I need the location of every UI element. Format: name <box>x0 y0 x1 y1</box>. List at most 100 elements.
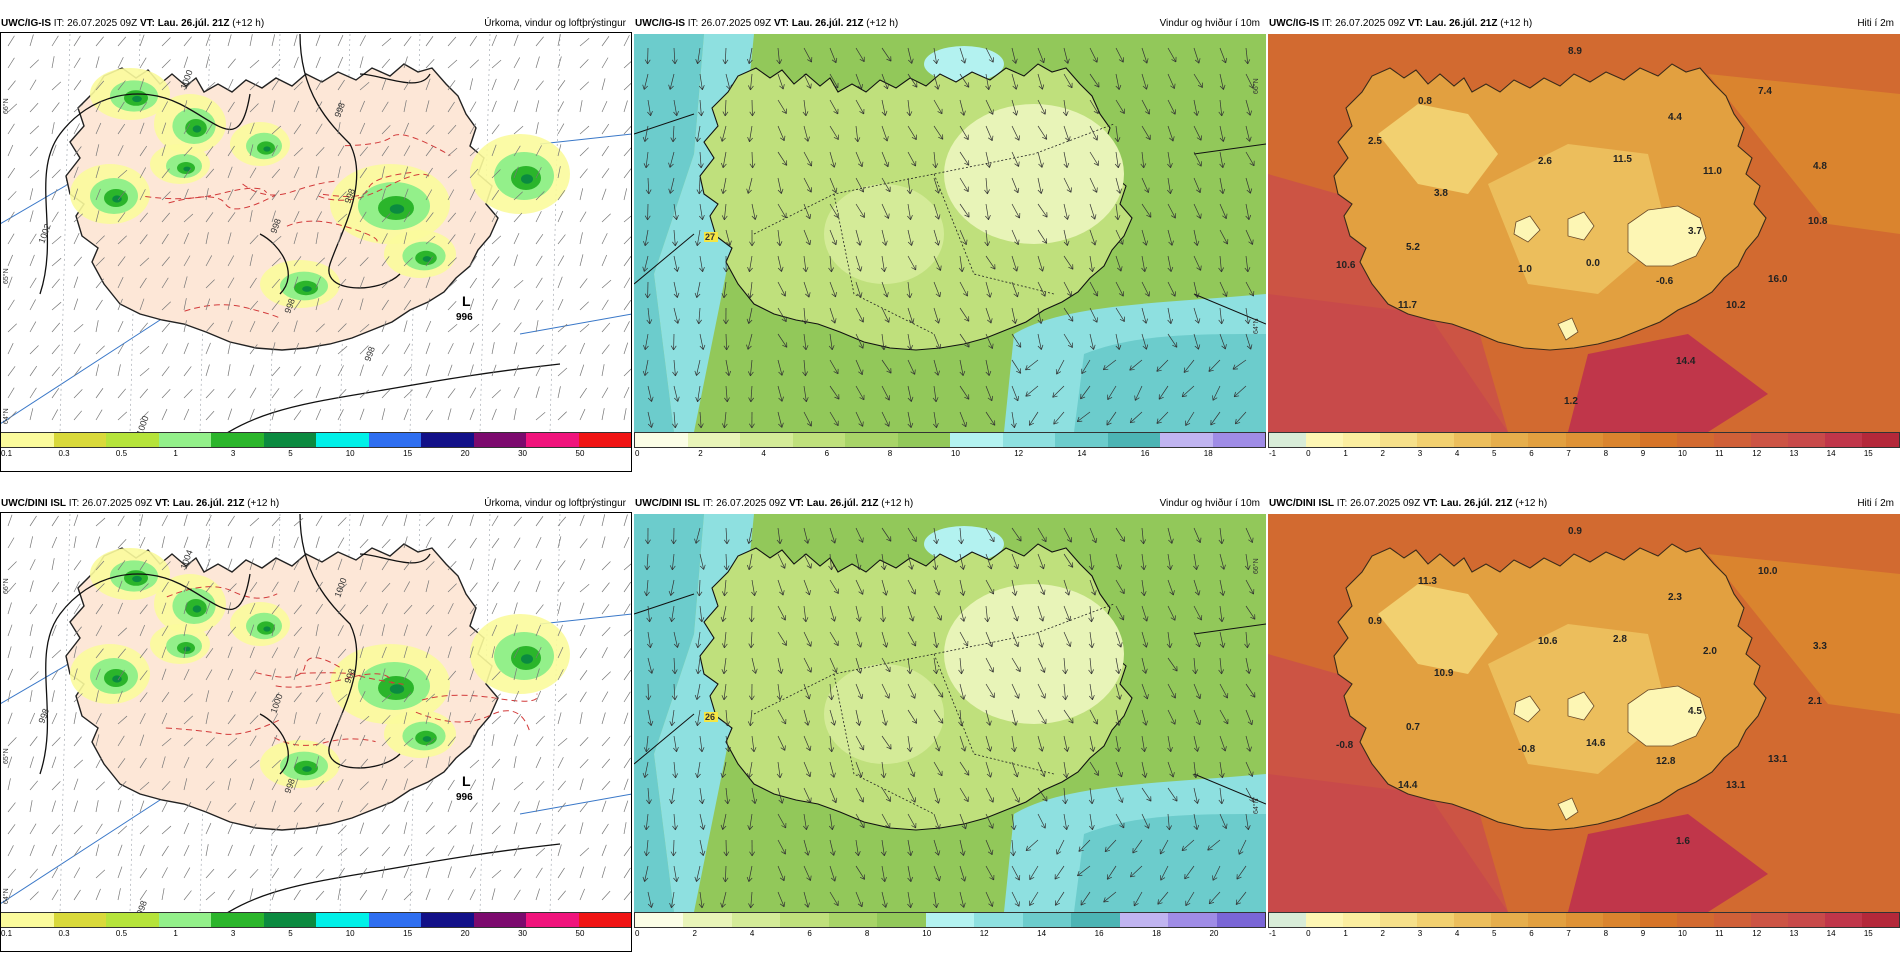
temp-label: 11.3 <box>1418 576 1437 587</box>
panel-header: UWC/IG-IS IT: 26.07.2025 09Z VT: Lau. 26… <box>634 14 1266 34</box>
legend-tick-label: 9 <box>1641 929 1645 938</box>
legend-tick-label: 0.5 <box>116 929 127 938</box>
legend-swatch <box>688 433 741 447</box>
temp-label: 0.9 <box>1568 526 1582 537</box>
temp-label: 13.1 <box>1768 754 1788 765</box>
legend-swatch <box>1023 913 1071 927</box>
legend-tick-label: 4 <box>1455 929 1459 938</box>
init-time: IT: 26.07.2025 09Z <box>700 498 789 509</box>
legend-swatch <box>526 913 579 927</box>
lead-time: (+12 h) <box>244 498 279 509</box>
temp-label: 4.5 <box>1688 706 1702 717</box>
legend-swatch <box>1417 913 1454 927</box>
legend-tick-label: 30 <box>518 929 527 938</box>
temp-label: 1.2 <box>1564 396 1578 407</box>
legend-swatch <box>526 433 579 447</box>
legend-swatch <box>829 913 877 927</box>
legend-tick-label: 3 <box>231 929 235 938</box>
legend-swatch <box>106 433 159 447</box>
wind-speed-zone <box>1074 334 1266 432</box>
temp-label: 10.8 <box>1808 216 1828 227</box>
temp-label: 0.9 <box>1368 616 1382 627</box>
legend-swatch <box>793 433 846 447</box>
temp-label: 3.8 <box>1434 188 1448 199</box>
legend-tick-label: 12 <box>1014 449 1023 458</box>
init-time: IT: 26.07.2025 09Z <box>51 18 140 29</box>
legend-tick-label: 0 <box>635 449 639 458</box>
latitude-label: 66°N <box>1252 558 1260 574</box>
legend-tick-label: 14 <box>1827 449 1836 458</box>
temp-label: 1.6 <box>1676 836 1690 847</box>
temp-label: -0.8 <box>1518 744 1536 755</box>
temp-label: -0.6 <box>1656 276 1674 287</box>
field-title: Vindur og hviður í 10m <box>1160 494 1260 514</box>
precip-area <box>390 204 404 214</box>
legend-swatch <box>1454 433 1491 447</box>
legend-tick-label: 10 <box>346 929 355 938</box>
legend-tick-label: 5 <box>1492 929 1496 938</box>
legend-tick-label: 0 <box>1306 449 1310 458</box>
panel-header-left: UWC/DINI ISL IT: 26.07.2025 09Z VT: Lau.… <box>1269 494 1547 514</box>
legend-tick-label: 6 <box>825 449 829 458</box>
temp-label: 2.1 <box>1808 696 1822 707</box>
legend-swatch <box>1003 433 1056 447</box>
latitude-label: 65°N <box>2 268 10 284</box>
legend-swatch <box>211 913 264 927</box>
legend-swatch <box>1417 433 1454 447</box>
legend-swatch <box>877 913 925 927</box>
init-time: IT: 26.07.2025 09Z <box>1334 498 1423 509</box>
lead-time: (+12 h) <box>1512 498 1547 509</box>
legend-swatch <box>1788 433 1825 447</box>
legend-tick-label: 8 <box>888 449 892 458</box>
temp-label: 5.2 <box>1406 242 1420 253</box>
legend-tick-label: 6 <box>1529 929 1533 938</box>
legend-swatch <box>1306 433 1343 447</box>
panel-header-left: UWC/DINI ISL IT: 26.07.2025 09Z VT: Lau.… <box>635 494 913 514</box>
legend-swatch <box>950 433 1003 447</box>
lead-time: (+12 h) <box>1497 18 1532 29</box>
legend-tick-label: 11 <box>1715 449 1723 458</box>
legend-swatch <box>1751 433 1788 447</box>
field-title: Vindur og hviður í 10m <box>1160 14 1260 34</box>
legend-swatch <box>1 913 54 927</box>
legend-tick-label: 18 <box>1204 449 1213 458</box>
legend-tick-label: 14 <box>1037 929 1046 938</box>
legend-swatch <box>1269 433 1306 447</box>
legend-tick-label: 3 <box>1418 449 1422 458</box>
legend-tick-label: 4 <box>761 449 765 458</box>
field-title: Úrkoma, vindur og loftþrýstingur <box>484 494 626 514</box>
legend-tick-label: 6 <box>1529 449 1533 458</box>
temp-label: 10.6 <box>1538 636 1558 647</box>
precip-area <box>302 286 312 292</box>
temp-label: 10.2 <box>1726 300 1746 311</box>
temp-label: 4.8 <box>1813 161 1827 172</box>
temp-label: 3.3 <box>1813 641 1827 652</box>
temp-label: 10.6 <box>1336 260 1356 271</box>
legend-swatch <box>926 913 974 927</box>
precip-area <box>193 605 202 612</box>
legend-swatch <box>683 913 731 927</box>
low-pressure-letter: L <box>462 773 471 789</box>
legend-swatch <box>211 433 264 447</box>
legend-swatch <box>1120 913 1168 927</box>
legend-swatch <box>1 433 54 447</box>
legend-tick-label: 1 <box>173 929 177 938</box>
temp-label: 10.9 <box>1434 668 1454 679</box>
temp-label: 2.0 <box>1703 646 1717 657</box>
legend-swatch <box>974 913 1022 927</box>
legend-swatch <box>1380 433 1417 447</box>
legend-tick-label: 8 <box>1604 929 1608 938</box>
legend-color-bar <box>0 432 632 448</box>
legend-swatch <box>1306 913 1343 927</box>
legend-tick-label: 7 <box>1566 449 1570 458</box>
field-title: Úrkoma, vindur og loftþrýstingur <box>484 14 626 34</box>
legend-tick-label: 14 <box>1077 449 1086 458</box>
legend-tick-label: 20 <box>1210 929 1219 938</box>
valid-time: VT: Lau. 26.júl. 21Z <box>140 18 229 29</box>
latitude-label: 64°N <box>2 408 10 424</box>
legend-color-bar <box>1268 912 1900 928</box>
temp-label: 10.0 <box>1758 566 1778 577</box>
